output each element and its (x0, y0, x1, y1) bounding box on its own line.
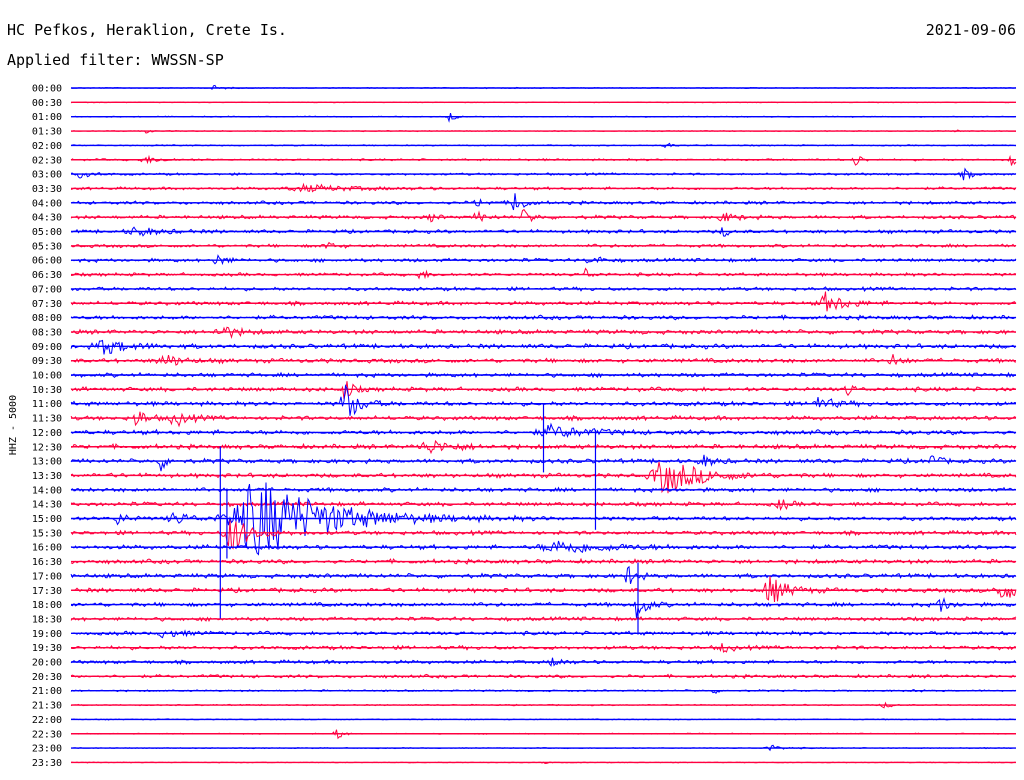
seismogram-traces (70, 84, 1017, 765)
tick-label: 23:00 (32, 744, 62, 755)
tick-label: 00:00 (32, 84, 62, 95)
tick-label: 05:30 (32, 241, 62, 252)
trace-line (70, 193, 1017, 211)
tick-label: 20:00 (32, 658, 62, 669)
trace-line (70, 339, 1017, 355)
tick-label: 03:00 (32, 170, 62, 181)
tick-label: 18:00 (32, 600, 62, 611)
tick-label: 19:00 (32, 629, 62, 640)
tick-label: 15:00 (32, 514, 62, 525)
tick-label: 14:00 (32, 485, 62, 496)
y-axis-label: HHZ - 5000 (8, 395, 19, 455)
tick-label: 14:30 (32, 500, 62, 511)
tick-label: 21:00 (32, 686, 62, 697)
tick-label: 09:00 (32, 342, 62, 353)
tick-label: 20:30 (32, 672, 62, 683)
tick-label: 17:00 (32, 571, 62, 582)
trace-line (70, 254, 1017, 266)
tick-label: 18:30 (32, 614, 62, 625)
trace-line (70, 596, 1017, 619)
tick-label: 07:30 (32, 299, 62, 310)
tick-label: 16:30 (32, 557, 62, 568)
trace-line (70, 657, 1017, 667)
tick-label: 12:00 (32, 428, 62, 439)
trace-line (70, 482, 1017, 556)
tick-label: 12:30 (32, 442, 62, 453)
tick-label: 04:30 (32, 213, 62, 224)
tick-label: 05:00 (32, 227, 62, 238)
trace-line (70, 354, 1017, 366)
tick-label: 11:00 (32, 399, 62, 410)
tick-label: 01:00 (32, 112, 62, 123)
tick-label: 03:30 (32, 184, 62, 195)
tick-label: 04:00 (32, 198, 62, 209)
trace-line (70, 629, 1017, 639)
tick-label: 01:30 (32, 127, 62, 138)
tick-label: 21:30 (32, 701, 62, 712)
filter-label: Applied filter: WWSSN-SP (7, 51, 224, 69)
tick-label: 02:00 (32, 141, 62, 152)
trace-line (70, 154, 1017, 166)
tick-label: 10:30 (32, 385, 62, 396)
trace-line (71, 576, 1017, 603)
time-tick-labels: 00:00 00:30 01:00 01:30 02:00 02:30 03:00 03:30… (32, 84, 62, 769)
tick-label: 19:30 (32, 643, 62, 654)
tick-label: 00:30 (32, 98, 62, 109)
trace-line (70, 267, 1017, 280)
record-date: 2021-09-06 (925, 21, 1016, 39)
tick-label: 02:30 (32, 155, 62, 166)
tick-label: 07:00 (32, 284, 62, 295)
trace-line (70, 291, 1017, 312)
tick-label: 22:30 (32, 729, 62, 740)
trace-line (70, 208, 1017, 223)
tick-label: 15:30 (32, 528, 62, 539)
tick-label: 08:30 (32, 327, 62, 338)
tick-label: 23:30 (32, 758, 62, 769)
tick-label: 17:30 (32, 586, 62, 597)
tick-label: 06:30 (32, 270, 62, 281)
trace-line (70, 520, 1017, 550)
tick-label: 13:30 (32, 471, 62, 482)
tick-label: 08:00 (32, 313, 62, 324)
tick-label: 16:00 (32, 543, 62, 554)
tick-label: 10:00 (32, 371, 62, 382)
tick-label: 13:00 (32, 457, 62, 468)
tick-label: 22:00 (32, 715, 62, 726)
tick-label: 06:00 (32, 256, 62, 267)
tick-label: 11:30 (32, 414, 62, 425)
station-title: HC Pefkos, Heraklion, Crete Is. (7, 21, 287, 39)
trace-line (70, 461, 1017, 494)
tick-label: 09:30 (32, 356, 62, 367)
